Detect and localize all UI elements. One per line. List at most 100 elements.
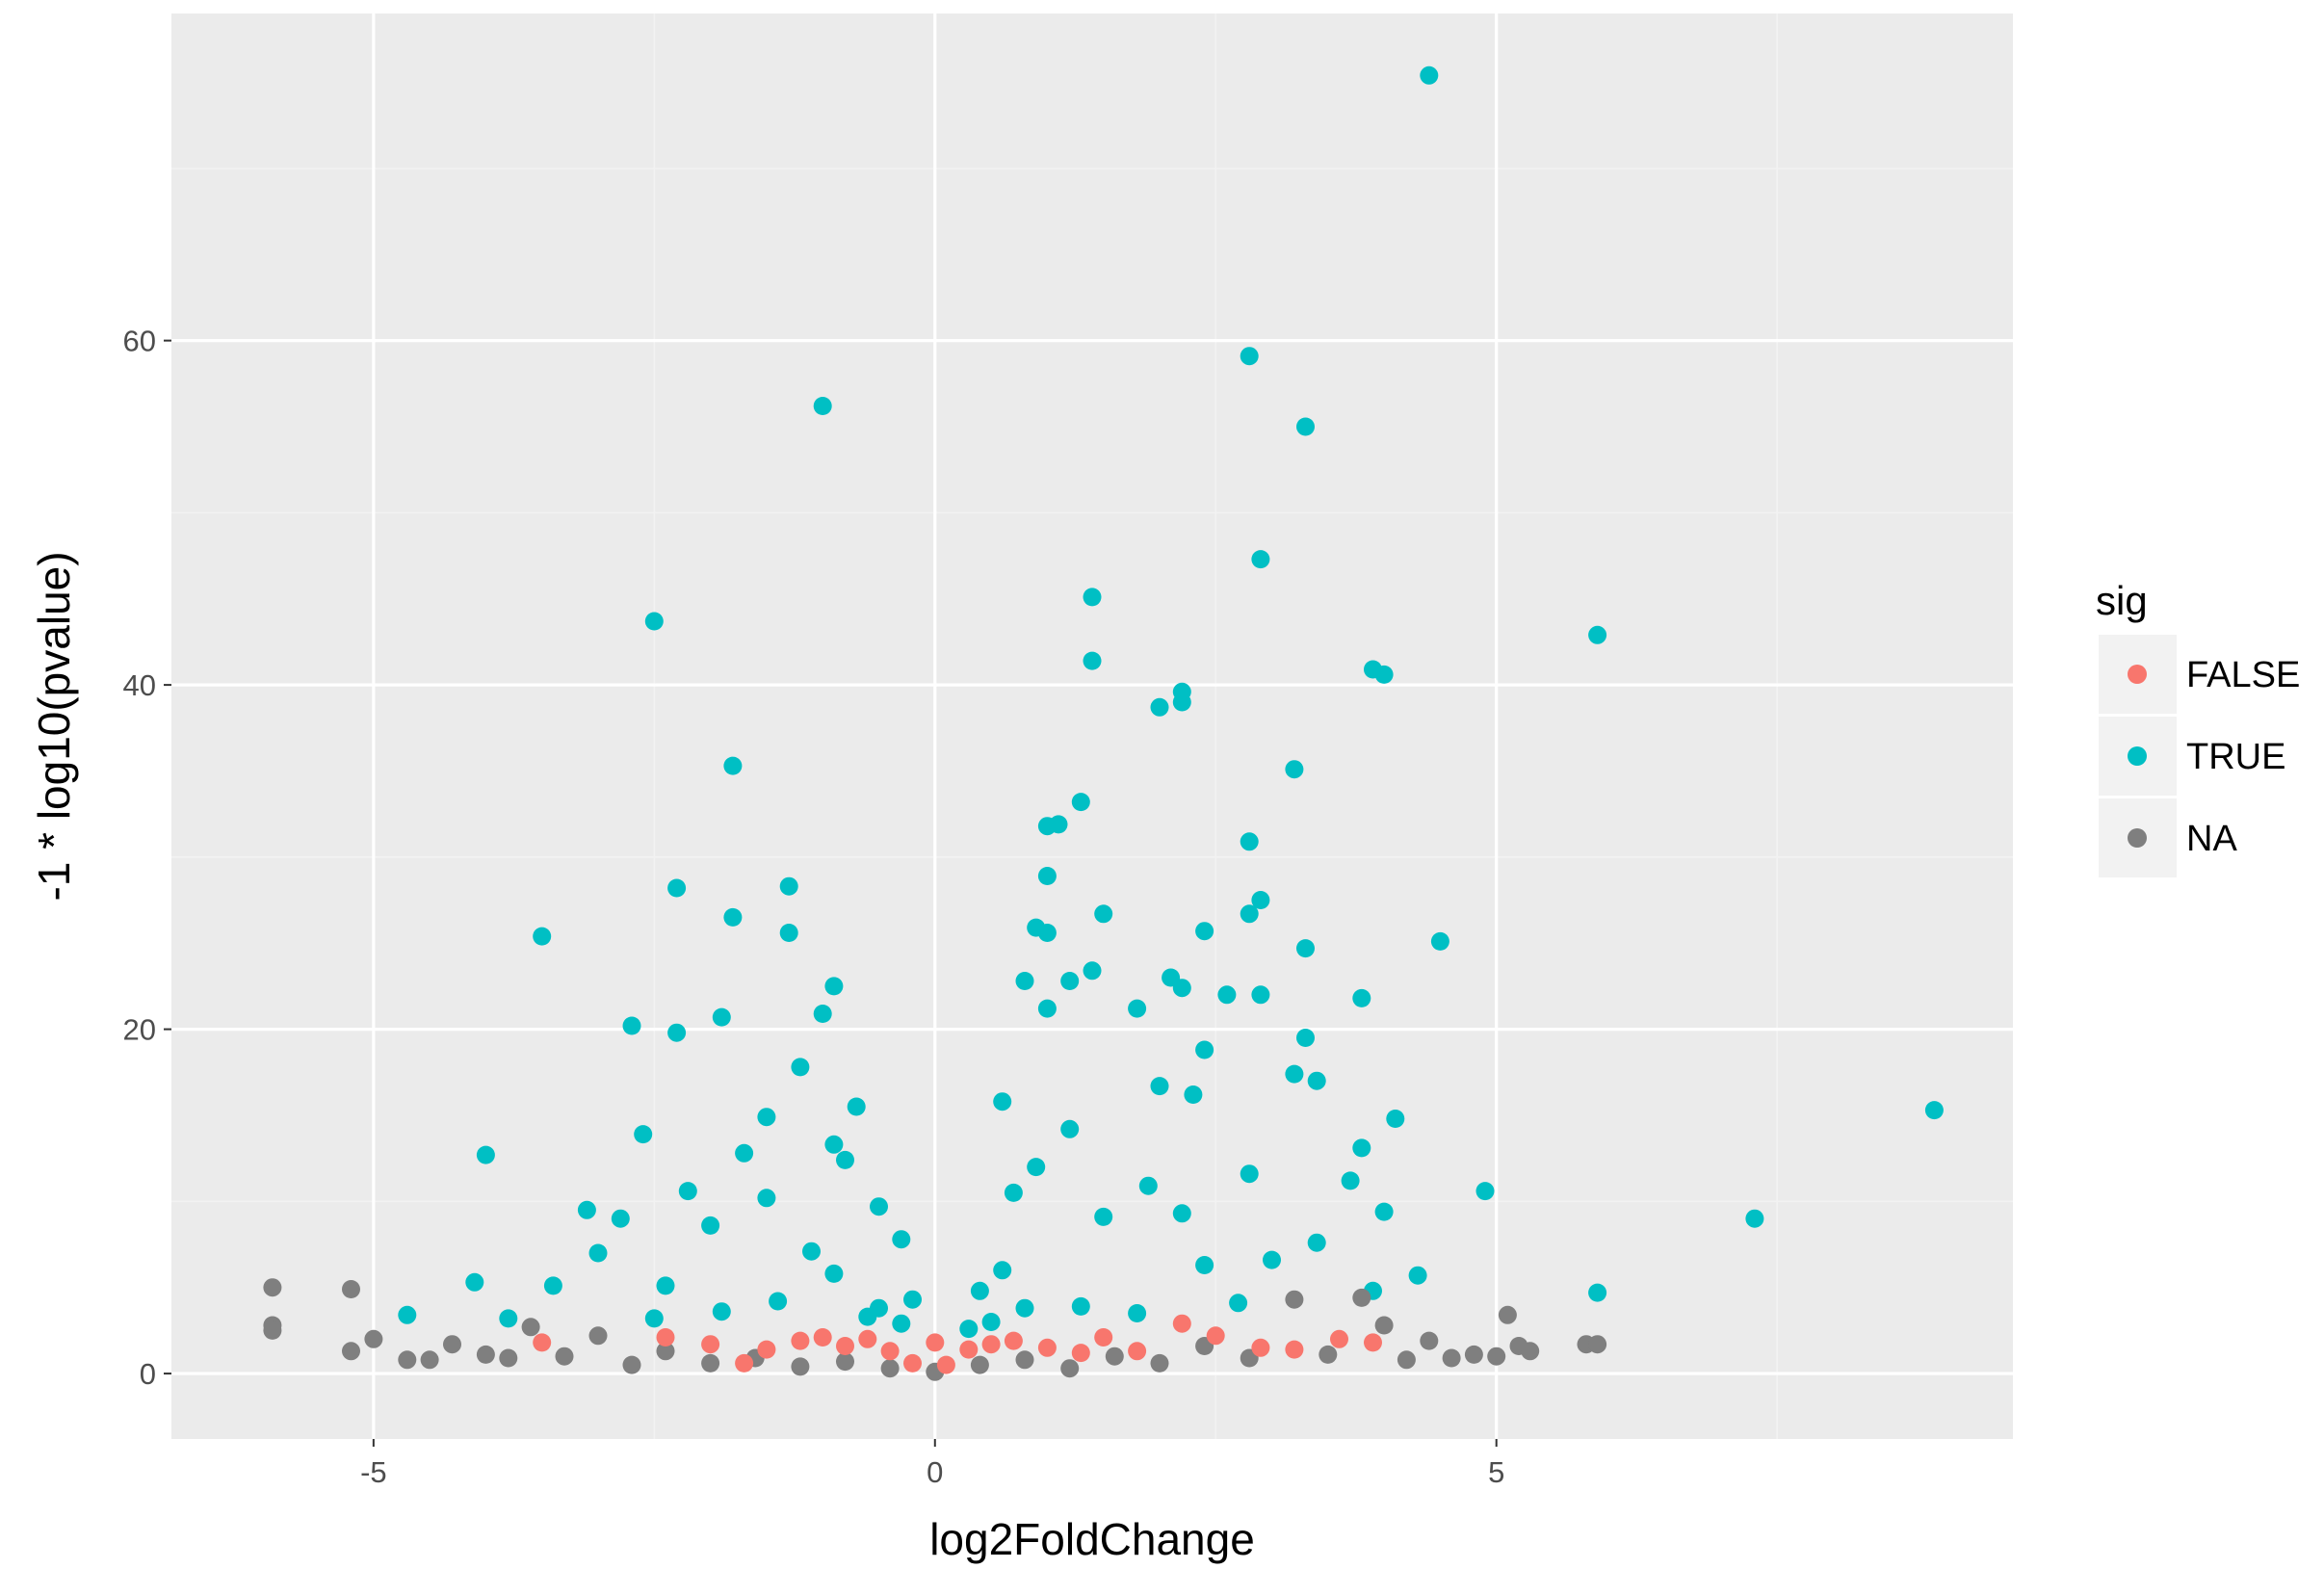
point-true <box>1374 665 1394 684</box>
point-true <box>802 1242 821 1261</box>
legend-key-na-point <box>2128 828 2147 848</box>
point-true <box>824 1135 844 1154</box>
point-true <box>533 927 552 946</box>
point-true <box>678 1182 697 1201</box>
point-true <box>757 1189 776 1208</box>
point-false <box>1251 1338 1270 1357</box>
plot-panel <box>171 13 2013 1439</box>
point-false <box>880 1342 900 1361</box>
point-true <box>1184 1085 1203 1104</box>
y-tick-label: 20 <box>123 1013 156 1047</box>
point-true <box>1094 1207 1113 1226</box>
y-tick-label: 0 <box>140 1357 156 1391</box>
point-true <box>1037 924 1057 942</box>
point-true <box>1307 1233 1326 1252</box>
point-na <box>1352 1288 1371 1307</box>
point-true <box>836 1150 854 1169</box>
point-false <box>735 1353 754 1373</box>
point-false <box>1172 1314 1191 1333</box>
x-axis-title: log2FoldChange <box>929 1514 1255 1564</box>
x-tick-label: 0 <box>927 1455 943 1489</box>
point-true <box>1386 1110 1405 1128</box>
point-false <box>1094 1328 1113 1347</box>
point-true <box>757 1108 776 1127</box>
point-na <box>555 1347 574 1366</box>
point-na <box>1374 1316 1394 1335</box>
point-true <box>1296 1029 1315 1047</box>
point-na <box>499 1348 518 1368</box>
point-true <box>1475 1182 1495 1201</box>
point-true <box>1049 815 1068 834</box>
point-false <box>903 1353 922 1373</box>
point-true <box>970 1281 989 1300</box>
point-false <box>656 1328 675 1347</box>
point-true <box>1128 1304 1147 1322</box>
point-na <box>342 1280 360 1298</box>
point-true <box>1307 1071 1326 1090</box>
point-true <box>1217 985 1237 1005</box>
point-true <box>1240 1164 1259 1184</box>
point-na <box>263 1278 282 1297</box>
point-true <box>1172 979 1191 998</box>
point-false <box>813 1328 832 1347</box>
point-true <box>824 977 844 996</box>
point-true <box>1263 1250 1281 1269</box>
point-na <box>880 1359 900 1378</box>
point-true <box>993 1261 1012 1280</box>
point-true <box>1195 1256 1214 1274</box>
point-true <box>1004 1183 1023 1202</box>
legend: sig FALSE TRUE NA <box>2096 578 2300 877</box>
point-true <box>993 1092 1012 1111</box>
point-true <box>1060 1119 1080 1138</box>
point-true <box>656 1276 675 1295</box>
point-na <box>1498 1305 1517 1324</box>
point-true <box>1037 999 1057 1018</box>
data-points <box>263 65 1944 1381</box>
point-true <box>1027 1158 1046 1177</box>
point-true <box>1150 697 1169 717</box>
x-tick-label: 5 <box>1488 1455 1504 1489</box>
point-true <box>723 907 743 927</box>
point-true <box>1420 65 1439 85</box>
point-na <box>521 1318 540 1337</box>
point-na <box>1060 1359 1080 1378</box>
point-na <box>342 1342 360 1361</box>
legend-label-na: NA <box>2186 819 2237 859</box>
point-true <box>813 397 832 415</box>
point-false <box>701 1335 720 1354</box>
point-na <box>263 1321 282 1340</box>
point-na <box>1487 1347 1506 1366</box>
point-na <box>1397 1350 1416 1370</box>
point-true <box>588 1243 608 1263</box>
point-false <box>959 1340 979 1359</box>
point-true <box>723 756 743 775</box>
point-true <box>1195 1040 1214 1059</box>
point-true <box>634 1125 653 1144</box>
point-true <box>1083 961 1102 981</box>
point-true <box>543 1276 562 1295</box>
point-true <box>1060 972 1080 990</box>
point-true <box>824 1264 844 1283</box>
point-true <box>903 1290 922 1309</box>
point-true <box>611 1209 630 1228</box>
point-true <box>1352 1138 1371 1158</box>
point-true <box>779 924 798 942</box>
point-na <box>1442 1348 1461 1368</box>
point-true <box>712 1007 731 1027</box>
point-true <box>1015 1298 1034 1318</box>
point-true <box>1341 1171 1360 1190</box>
point-false <box>791 1331 810 1350</box>
point-true <box>1172 693 1191 712</box>
point-na <box>364 1329 383 1348</box>
point-true <box>465 1272 484 1292</box>
point-true <box>779 876 798 896</box>
point-true <box>1240 904 1259 924</box>
y-tick-label: 60 <box>123 325 156 358</box>
point-true <box>667 1023 687 1042</box>
point-na <box>622 1355 641 1374</box>
point-true <box>1150 1077 1169 1096</box>
point-true <box>1408 1266 1427 1285</box>
y-tick-label: 40 <box>123 668 156 702</box>
point-true <box>1229 1294 1248 1313</box>
point-na <box>1588 1335 1607 1354</box>
